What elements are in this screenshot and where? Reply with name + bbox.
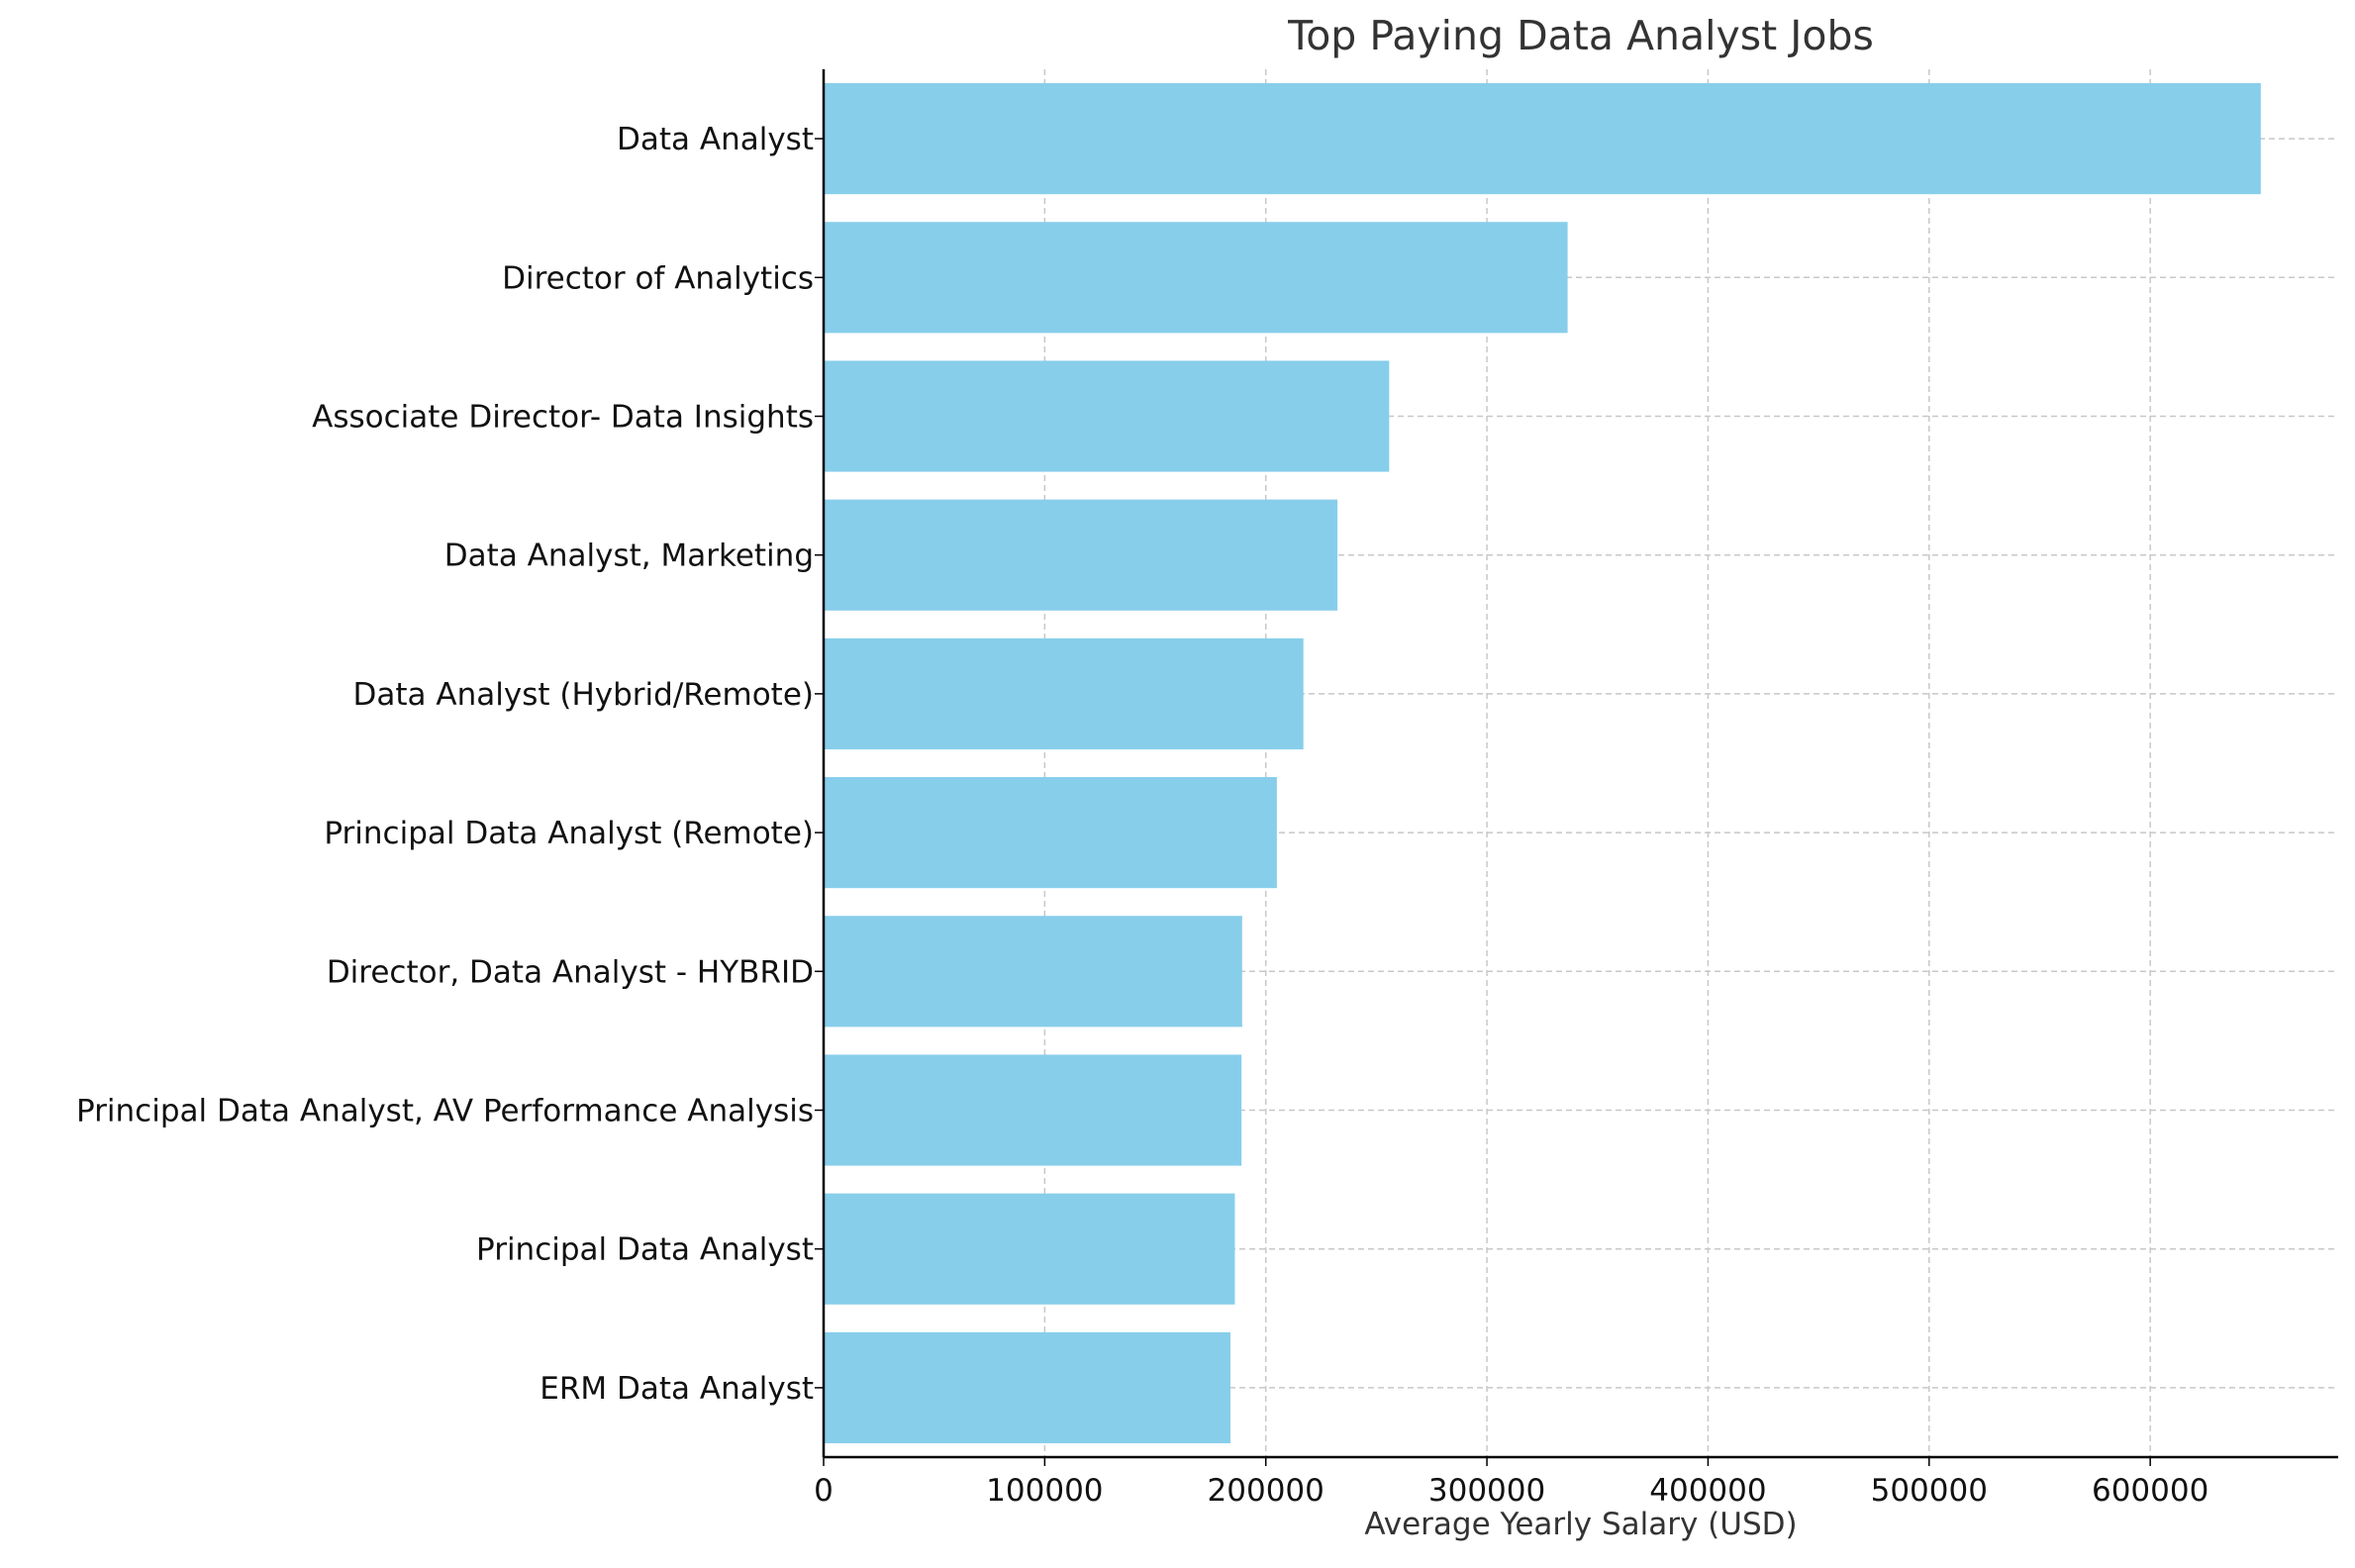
x-tick-label: 300000 xyxy=(1428,1473,1545,1509)
bar xyxy=(824,777,1277,889)
axis-layer xyxy=(822,69,2338,1459)
bar xyxy=(824,360,1390,472)
y-tick-label: Data Analyst xyxy=(617,122,814,157)
y-tick-label: Data Analyst, Marketing xyxy=(444,539,814,574)
x-tick-label: 100000 xyxy=(986,1473,1103,1509)
bar xyxy=(824,916,1242,1028)
x-axis-label: Average Yearly Salary (USD) xyxy=(1364,1507,1797,1542)
y-tick-label: Data Analyst (Hybrid/Remote) xyxy=(353,677,814,713)
bar xyxy=(824,222,1568,334)
y-tick-label: Director, Data Analyst - HYBRID xyxy=(327,954,814,990)
bar xyxy=(824,637,1304,749)
y-tick-label: Associate Director- Data Insights xyxy=(312,400,814,436)
y-tick-label: Principal Data Analyst, AV Performance A… xyxy=(76,1094,814,1129)
x-tick-label: 0 xyxy=(814,1473,834,1509)
chart-title: Top Paying Data Analyst Jobs xyxy=(1287,12,1874,59)
y-tick-label: Director of Analytics xyxy=(502,260,814,296)
x-tick-label: 500000 xyxy=(1871,1473,1988,1509)
bar-layer xyxy=(824,83,2261,1443)
x-tick-label: 400000 xyxy=(1649,1473,1766,1509)
bar xyxy=(824,1331,1230,1443)
bar xyxy=(824,1193,1235,1305)
x-tick-label: 200000 xyxy=(1208,1473,1325,1509)
y-tick-label: ERM Data Analyst xyxy=(540,1371,814,1407)
bar xyxy=(824,1054,1242,1166)
bar xyxy=(824,499,1338,611)
y-tick-label: Principal Data Analyst xyxy=(476,1232,814,1268)
bar xyxy=(824,83,2261,195)
tick-layer: 0 100000 200000 300000 400000 500000 600000 Dat… xyxy=(76,122,2208,1509)
x-tick-label: 600000 xyxy=(2092,1473,2208,1509)
y-tick-label: Principal Data Analyst (Remote) xyxy=(324,816,814,851)
